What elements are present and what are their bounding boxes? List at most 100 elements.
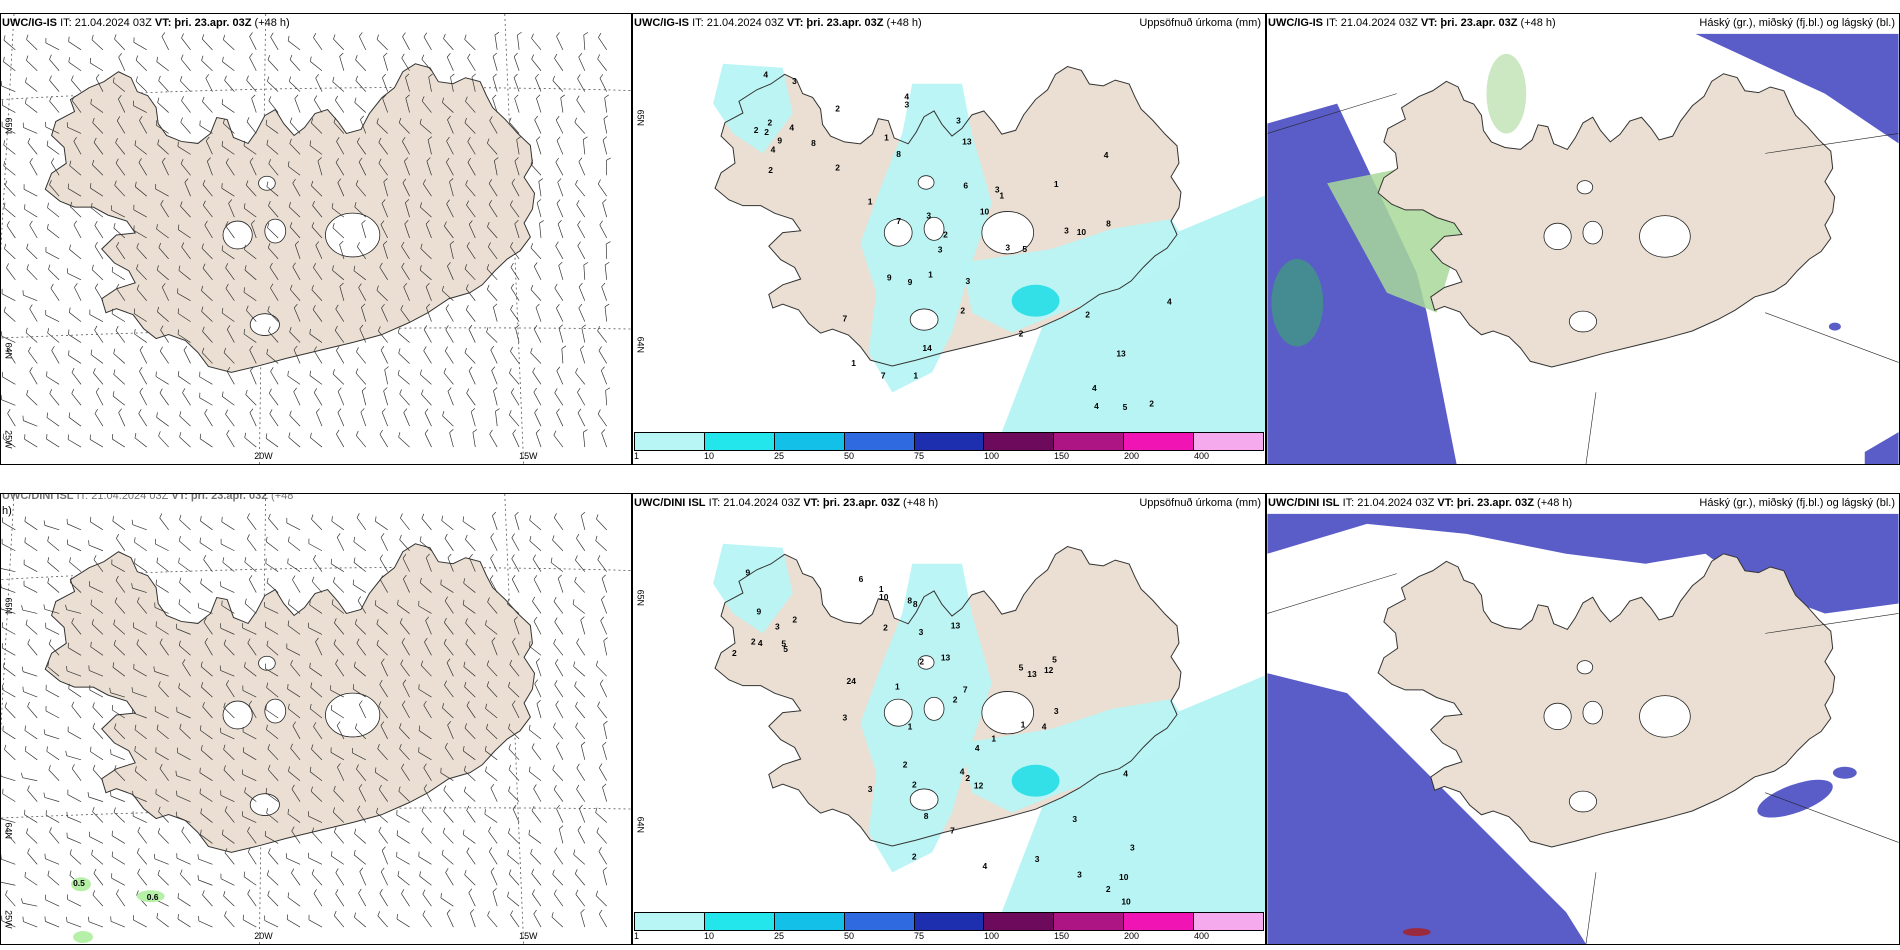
- wind-barb-flag: [69, 244, 71, 250]
- wind-barb-flag: [555, 700, 559, 706]
- wind-barb-flag: [557, 574, 562, 579]
- wind-barb-flag: [71, 95, 75, 101]
- wind-barb-flag: [574, 576, 577, 582]
- wind-barb: [379, 266, 388, 281]
- wind-barb-flag: [48, 639, 52, 645]
- cloud-map: [1267, 513, 1899, 944]
- wind-barb: [553, 643, 564, 656]
- wind-barb-flag: [402, 136, 406, 142]
- wind-barb: [246, 310, 257, 322]
- wind-barb: [310, 61, 323, 72]
- wind-barb: [423, 350, 432, 364]
- wind-barb: [553, 434, 564, 448]
- wind-barb: [47, 875, 60, 886]
- wind-barb-flag: [205, 74, 210, 79]
- wind-barb-flag: [425, 553, 430, 558]
- wind-barb-flag: [528, 724, 531, 730]
- wind-barb-flag: [574, 117, 577, 123]
- precip-value: 3: [1054, 706, 1059, 716]
- wind-barb: [266, 582, 279, 593]
- wind-barb: [179, 415, 191, 427]
- wind-barb-flag: [288, 76, 292, 82]
- wind-barb-flag: [47, 661, 50, 667]
- wind-barb: [333, 915, 345, 928]
- wind-barb-flag: [113, 619, 116, 625]
- wind-barb-flag: [331, 599, 334, 605]
- precip-value: 2: [903, 759, 908, 769]
- wind-barb: [553, 893, 564, 907]
- wind-barb: [601, 286, 608, 301]
- wind-barb-flag: [43, 604, 46, 610]
- wind-barb-flag: [159, 388, 163, 394]
- wind-barb-flag: [405, 94, 410, 99]
- wind-barb: [135, 59, 147, 71]
- precip-value: 1: [999, 191, 1004, 201]
- wind-barb: [177, 334, 191, 343]
- wind-barb-flag: [95, 74, 100, 79]
- wind-barb: [596, 518, 607, 531]
- wind-barb-flag: [361, 219, 366, 224]
- wind-barb-flag: [180, 201, 183, 207]
- wind-barb: [355, 728, 367, 740]
- wind-barb-flag: [265, 558, 267, 564]
- vt-label: VT:: [803, 497, 820, 509]
- glacier-outline: [923, 216, 945, 241]
- wind-barb-flag: [577, 387, 581, 393]
- wind-barb-flag: [134, 558, 136, 564]
- wind-barb: [556, 203, 564, 218]
- wind-barb: [583, 34, 586, 50]
- wind-barb: [268, 205, 279, 218]
- wind-barb: [333, 643, 345, 656]
- precip-colorbar: 1 10 25 50 75 100 150 200 400: [633, 432, 1265, 464]
- wind-barb-flag: [93, 555, 97, 560]
- wind-barb: [558, 828, 564, 844]
- wind-barb: [380, 537, 388, 551]
- wind-barb: [161, 161, 169, 176]
- wind-barb-flag: [269, 262, 273, 268]
- wind-barb-flag: [513, 616, 518, 621]
- wind-barb: [268, 393, 279, 406]
- wind-barb: [225, 225, 235, 239]
- gust-blob: [73, 931, 93, 944]
- wind-barb-flag: [357, 805, 361, 811]
- wind-barb: [155, 376, 169, 385]
- wind-barb: [401, 246, 410, 260]
- wind-barb-flag: [333, 34, 336, 40]
- wind-barb: [489, 433, 498, 448]
- wind-barb: [555, 161, 564, 176]
- wind-barb: [2, 793, 16, 802]
- wind-barb-flag: [71, 367, 75, 373]
- wind-barb: [49, 59, 60, 71]
- wind-barb-flag: [309, 766, 312, 772]
- wind-barb-flag: [425, 220, 430, 225]
- wind-barb: [289, 122, 301, 134]
- wind-barb: [533, 788, 542, 802]
- wind-barb: [203, 559, 213, 572]
- wind-barb-flag: [539, 220, 544, 224]
- wind-barb: [375, 521, 388, 531]
- wind-barb: [267, 748, 279, 761]
- wind-barb: [336, 537, 345, 551]
- wind-barb-flag: [488, 179, 492, 184]
- wind-barb-flag: [554, 388, 558, 393]
- wind-barb: [246, 121, 257, 134]
- wind-barb-flag: [90, 349, 93, 355]
- wind-barb-flag: [528, 829, 531, 835]
- precip-value: 1: [913, 370, 918, 380]
- glacier-outline: [1568, 310, 1598, 333]
- wind-barb-flag: [266, 577, 269, 583]
- wind-barb-flag: [510, 388, 515, 393]
- wind-barb-flag: [507, 849, 509, 855]
- wind-barb-flag: [116, 889, 120, 895]
- wind-barb: [507, 603, 520, 614]
- wind-barb-flag: [467, 53, 471, 59]
- wind-barb: [267, 310, 279, 322]
- wind-barb-flag: [313, 388, 318, 393]
- wind-barb: [465, 184, 476, 197]
- wind-barb: [492, 515, 498, 530]
- wind-barb: [469, 557, 476, 572]
- wind-barb: [509, 664, 520, 677]
- vt-label: VT:: [786, 17, 804, 29]
- wind-barb-flag: [381, 303, 385, 309]
- wind-barb: [269, 267, 279, 281]
